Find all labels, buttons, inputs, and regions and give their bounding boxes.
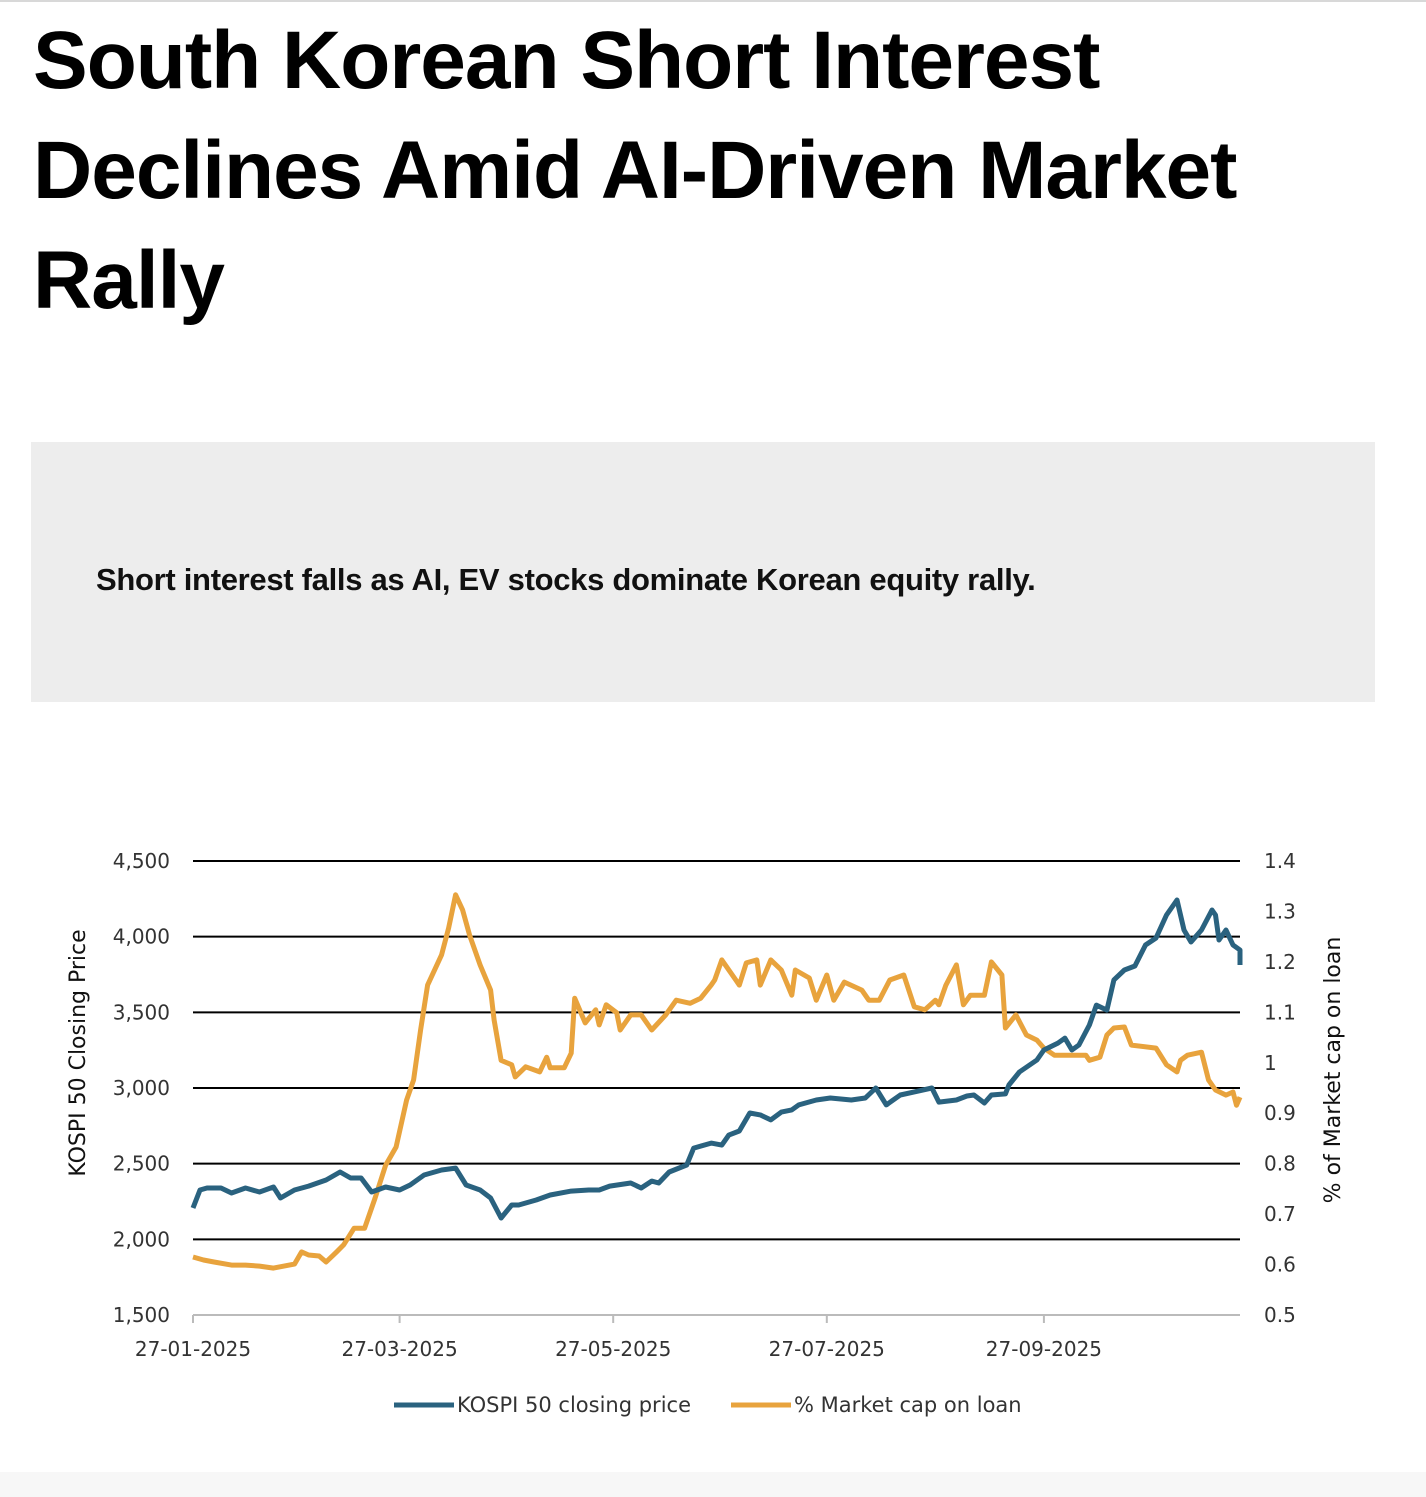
right-tick-label: 0.5 bbox=[1264, 1303, 1296, 1327]
x-tick-label: 27-03-2025 bbox=[341, 1337, 457, 1361]
right-axis-ticks: 0.5 0.6 0.7 0.8 0.9 1 1.1 1.2 1.3 1.4 bbox=[1264, 849, 1296, 1327]
left-axis-title: KOSPI 50 Closing Price bbox=[66, 929, 91, 1176]
left-tick-label: 2,000 bbox=[113, 1227, 170, 1251]
bottom-band bbox=[0, 1472, 1426, 1497]
legend-label-loan: % Market cap on loan bbox=[794, 1393, 1022, 1417]
right-tick-label: 1.1 bbox=[1264, 1000, 1296, 1024]
left-tick-label: 1,500 bbox=[113, 1303, 170, 1327]
kospi-series-line bbox=[190, 897, 1243, 1221]
summary-box: Short interest falls as AI, EV stocks do… bbox=[31, 442, 1375, 702]
right-tick-label: 0.8 bbox=[1264, 1152, 1296, 1176]
right-tick-label: 1 bbox=[1264, 1051, 1277, 1075]
left-tick-label: 4,500 bbox=[113, 849, 170, 873]
top-divider bbox=[0, 0, 1426, 2]
x-axis-ticks: 27-01-2025 27-03-2025 27-05-2025 27-07-2025… bbox=[135, 1337, 1102, 1361]
article-title: South Korean Short Interest Declines Ami… bbox=[33, 15, 1237, 326]
right-tick-label: 1.3 bbox=[1264, 899, 1296, 923]
x-tick-label: 27-07-2025 bbox=[769, 1337, 885, 1361]
right-tick-label: 1.4 bbox=[1264, 849, 1296, 873]
right-tick-label: 0.9 bbox=[1264, 1101, 1296, 1125]
legend-label-kospi: KOSPI 50 closing price bbox=[457, 1393, 691, 1417]
x-tick-label: 27-01-2025 bbox=[135, 1337, 251, 1361]
gridlines bbox=[192, 860, 1240, 1323]
right-tick-label: 0.7 bbox=[1264, 1202, 1296, 1226]
right-tick-label: 1.2 bbox=[1264, 950, 1296, 974]
x-tick-label: 27-05-2025 bbox=[555, 1337, 671, 1361]
left-tick-label: 3,500 bbox=[113, 1000, 170, 1024]
left-tick-label: 4,000 bbox=[113, 925, 170, 949]
left-axis-ticks: 1,500 2,000 2,500 3,000 3,500 4,000 4,500 bbox=[113, 849, 170, 1327]
right-tick-label: 0.6 bbox=[1264, 1253, 1296, 1277]
left-tick-label: 2,500 bbox=[113, 1152, 170, 1176]
right-axis-title: % of Market cap on loan bbox=[1321, 937, 1346, 1204]
loan-series-line bbox=[192, 892, 1243, 1271]
x-tick-label: 27-09-2025 bbox=[986, 1337, 1102, 1361]
series-lines bbox=[190, 892, 1243, 1271]
summary-text: Short interest falls as AI, EV stocks do… bbox=[96, 562, 1036, 597]
legend: KOSPI 50 closing price % Market cap on l… bbox=[394, 1393, 1022, 1417]
left-tick-label: 3,000 bbox=[113, 1076, 170, 1100]
